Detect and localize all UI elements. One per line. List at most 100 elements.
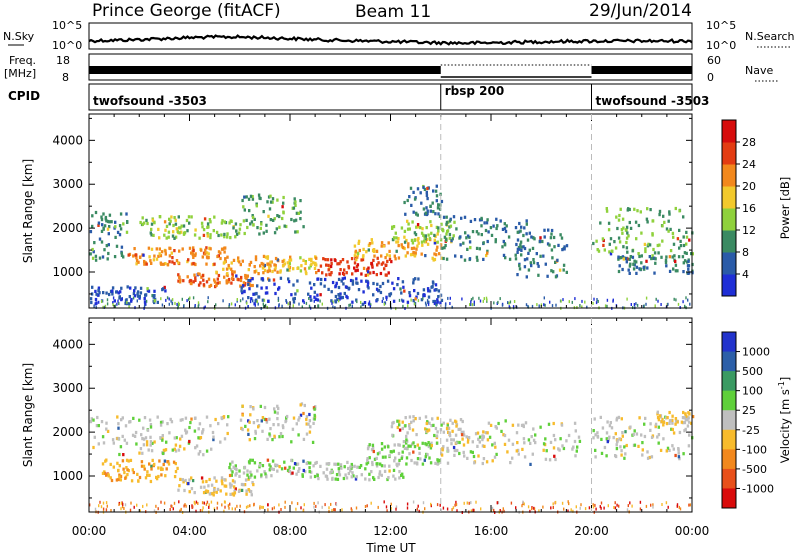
velocity-echo-cell	[605, 454, 608, 458]
power-echo-cell	[676, 269, 679, 273]
power-echo-cell	[188, 297, 190, 301]
power-echo-cell	[254, 258, 258, 262]
velocity-echo-cell	[100, 505, 103, 509]
power-echo-cell	[101, 300, 103, 303]
velocity-echo-cell	[314, 461, 317, 465]
power-echo-cell	[149, 259, 152, 263]
velocity-echo-cell	[656, 416, 660, 420]
velocity-echo-cell	[189, 421, 192, 425]
power-echo-cell	[217, 273, 221, 278]
velocity-echo-cell	[568, 502, 570, 506]
velocity-echo-cell	[206, 500, 209, 504]
velocity-echo-cell	[416, 462, 419, 466]
power-echo-cell	[529, 261, 532, 265]
power-echo-cell	[484, 228, 488, 233]
velocity-echo-cell	[149, 435, 152, 439]
power-echo-cell	[473, 303, 475, 306]
power-echo-cell	[607, 221, 611, 225]
power-echo-cell	[231, 270, 234, 274]
power-echo-cell	[295, 211, 299, 215]
velocity-echo-cell	[195, 509, 197, 513]
power-echo-cell	[416, 187, 420, 191]
velocity-echo-cell	[552, 433, 556, 438]
velocity-echo-cell	[588, 506, 591, 510]
velocity-echo-cell	[511, 456, 514, 460]
power-echo-cell	[266, 256, 269, 260]
power-echo-cell	[130, 299, 133, 303]
velocity-echo-cell	[619, 438, 623, 442]
power-echo-cell	[454, 254, 457, 258]
velocity-echo-cell	[195, 500, 198, 504]
power-echo-cell	[617, 236, 621, 240]
power-echo-cell	[266, 200, 269, 204]
velocity-echo-cell	[293, 462, 297, 466]
power-echo-cell	[188, 246, 192, 250]
power-echo-cell	[349, 278, 353, 283]
velocity-echo-cell	[365, 462, 368, 466]
velocity-echo-cell	[467, 437, 470, 441]
freq-band-2	[591, 66, 692, 74]
power-echo-cell	[428, 289, 432, 293]
power-echo-cell	[435, 184, 438, 188]
power-echo-cell	[90, 300, 93, 305]
power-echo-cell	[216, 277, 219, 281]
velocity-echo-cell	[442, 445, 445, 449]
power-echo-cell	[342, 272, 346, 276]
power-echo-cell	[402, 304, 404, 308]
velocity-echo-cell	[140, 464, 144, 468]
velocity-echo-cell	[335, 473, 339, 477]
power-echo-cell	[398, 298, 401, 302]
power-echo-cell	[240, 275, 243, 280]
power-echo-cell	[324, 277, 327, 282]
power-echo-cell	[662, 214, 665, 218]
velocity-echo-cell	[231, 479, 235, 483]
power-echo-cell	[150, 247, 154, 251]
power-echo-cell	[353, 261, 357, 265]
power-echo-cell	[287, 277, 290, 281]
power-echo-cell	[341, 277, 344, 281]
velocity-echo-cell	[351, 508, 353, 512]
power-echo-cell	[530, 235, 533, 239]
power-echo-cell	[530, 264, 533, 268]
power-echo-cell	[622, 245, 625, 249]
velocity-echo-cell	[198, 422, 202, 426]
velocity-echo-cell	[460, 431, 463, 435]
power-echo-cell	[239, 263, 242, 267]
power-echo-cell	[94, 302, 97, 306]
velocity-echo-cell	[164, 474, 167, 478]
power-echo-cell	[193, 233, 197, 237]
power-echo-cell	[525, 232, 528, 236]
velocity-echo-cell	[371, 460, 374, 465]
power-echo-cell	[626, 231, 629, 235]
velocity-echo-cell	[139, 447, 143, 451]
velocity-echo-cell	[410, 458, 413, 463]
velocity-echo-cell	[160, 467, 163, 471]
power-echo-cell	[165, 224, 169, 228]
power-echo-cell	[397, 277, 400, 281]
power-echo-cell	[377, 261, 380, 265]
velocity-echo-cell	[592, 505, 595, 509]
velocity-echo-cell	[571, 447, 574, 451]
velocity-echo-cell	[459, 418, 463, 422]
power-echo-cell	[168, 254, 172, 258]
power-echo-cell	[559, 233, 562, 237]
power-echo-cell	[155, 247, 158, 251]
velocity-echo-cell	[436, 416, 439, 420]
power-echo-cell	[219, 256, 222, 261]
velocity-echo-cell	[149, 440, 153, 444]
velocity-echo-cell	[373, 477, 376, 481]
velocity-echo-cell	[676, 420, 679, 424]
velocity-echo-cell	[284, 420, 287, 424]
velocity-echo-cell	[607, 504, 609, 508]
velocity-echo-cell	[380, 473, 383, 477]
power-echo-cell	[520, 245, 523, 249]
power-echo-cell	[274, 291, 277, 296]
velocity-echo-cell	[408, 452, 411, 456]
velocity-echo-cell	[599, 415, 602, 419]
velocity-echo-cell	[614, 454, 617, 458]
power-echo-cell	[624, 228, 628, 232]
power-echo-cell	[480, 233, 483, 237]
power-echo-cell	[276, 214, 279, 218]
power-echo-cell	[309, 298, 312, 302]
power-echo-cell	[325, 273, 328, 277]
